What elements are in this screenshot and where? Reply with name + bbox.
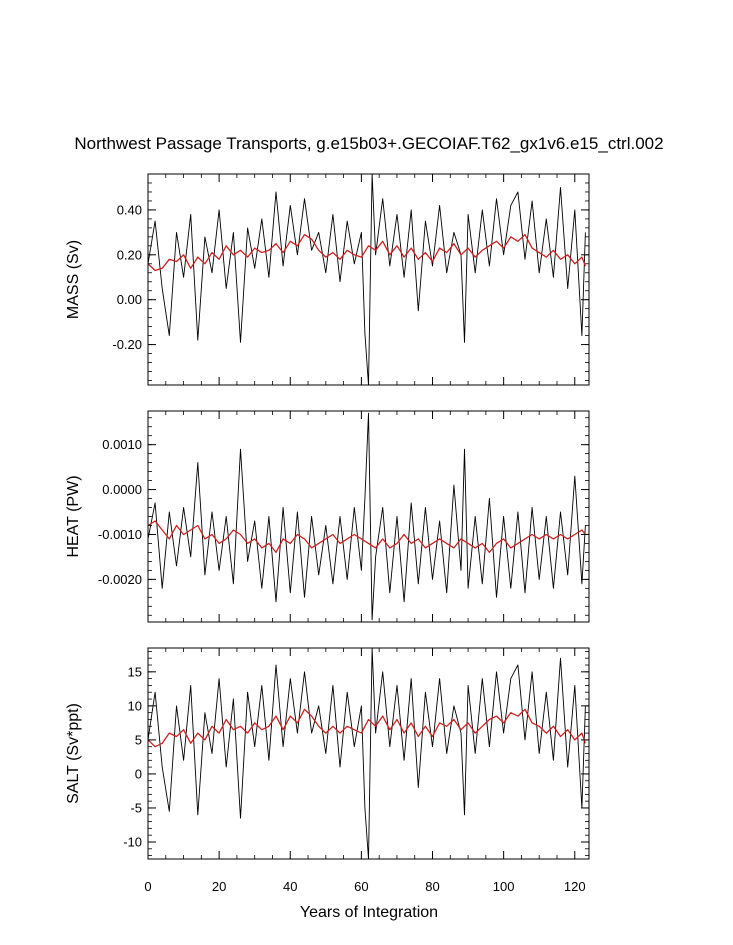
heat-y-tick-label: 0.0000 xyxy=(102,482,142,497)
heat-frame xyxy=(147,410,590,623)
x-axis-label: Years of Integration xyxy=(300,904,438,921)
mass-y-tick-label: 0.00 xyxy=(117,292,142,307)
x-tick-label: 120 xyxy=(564,879,586,894)
salt-y-tick-label: -10 xyxy=(123,834,142,849)
heat-y-tick-label: -0.0010 xyxy=(98,527,142,542)
heat-raw-series-line xyxy=(148,412,586,621)
salt-y-tick-label: -5 xyxy=(130,800,142,815)
salt-y-tick-label: 15 xyxy=(128,664,142,679)
mass-y-tick-label: 0.40 xyxy=(117,202,142,217)
heat-y-axis-label: HEAT (PW) xyxy=(65,475,82,557)
mass-raw-series-line xyxy=(148,174,586,385)
mass-smoothed-series-line xyxy=(148,233,587,272)
mass-y-axis-label: MASS (Sv) xyxy=(65,240,82,319)
panel-mass: -0.20 0.00 0.20 0.40 MASS (Sv) xyxy=(65,173,590,386)
x-tick-label: 40 xyxy=(283,879,297,894)
x-tick-label: 60 xyxy=(354,879,368,894)
salt-raw-series-line xyxy=(148,648,586,859)
salt-y-tick-label: 10 xyxy=(128,698,142,713)
mass-y-tick-label: -0.20 xyxy=(112,337,142,352)
salt-smoothed-series-line xyxy=(148,708,587,748)
salt-frame xyxy=(147,647,590,860)
x-tick-label: 80 xyxy=(425,879,439,894)
salt-y-tick-label: 5 xyxy=(135,732,142,747)
heat-y-tick-label: -0.0020 xyxy=(98,572,142,587)
panel-salt: -10 -5 0 5 10 15 SALT (Sv*ppt) xyxy=(65,647,590,860)
chart-title: Northwest Passage Transports, g.e15b03+.… xyxy=(74,134,663,153)
panel-heat: -0.0020 -0.0010 0.0000 0.0010 HEAT (PW) xyxy=(65,410,590,623)
x-tick-label: 100 xyxy=(493,879,515,894)
mass-y-tick-label: 0.20 xyxy=(117,247,142,262)
mass-frame xyxy=(147,173,590,386)
heat-y-tick-label: 0.0010 xyxy=(102,437,142,452)
salt-y-axis-label: SALT (Sv*ppt) xyxy=(65,703,82,804)
heat-smoothed-series-line xyxy=(148,520,586,554)
salt-y-tick-label: 0 xyxy=(135,766,142,781)
x-tick-label: 20 xyxy=(212,879,226,894)
x-tick-label: 0 xyxy=(144,879,151,894)
panels-layer: -0.20 0.00 0.20 0.40 MASS (Sv) -0.0020 -0.0010… xyxy=(65,173,590,894)
